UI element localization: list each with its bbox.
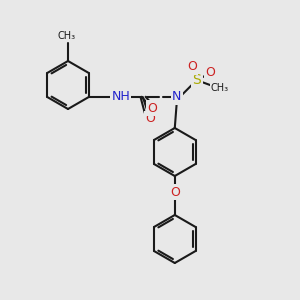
Text: S: S [192,73,201,87]
Text: CH₃: CH₃ [211,83,229,93]
Text: NH: NH [111,91,130,103]
Text: N: N [172,91,182,103]
Text: O: O [205,67,215,80]
Text: O: O [187,61,197,74]
Text: CH₃: CH₃ [58,31,76,41]
Text: O: O [145,112,155,125]
Text: O: O [147,101,157,115]
Text: O: O [170,185,180,199]
